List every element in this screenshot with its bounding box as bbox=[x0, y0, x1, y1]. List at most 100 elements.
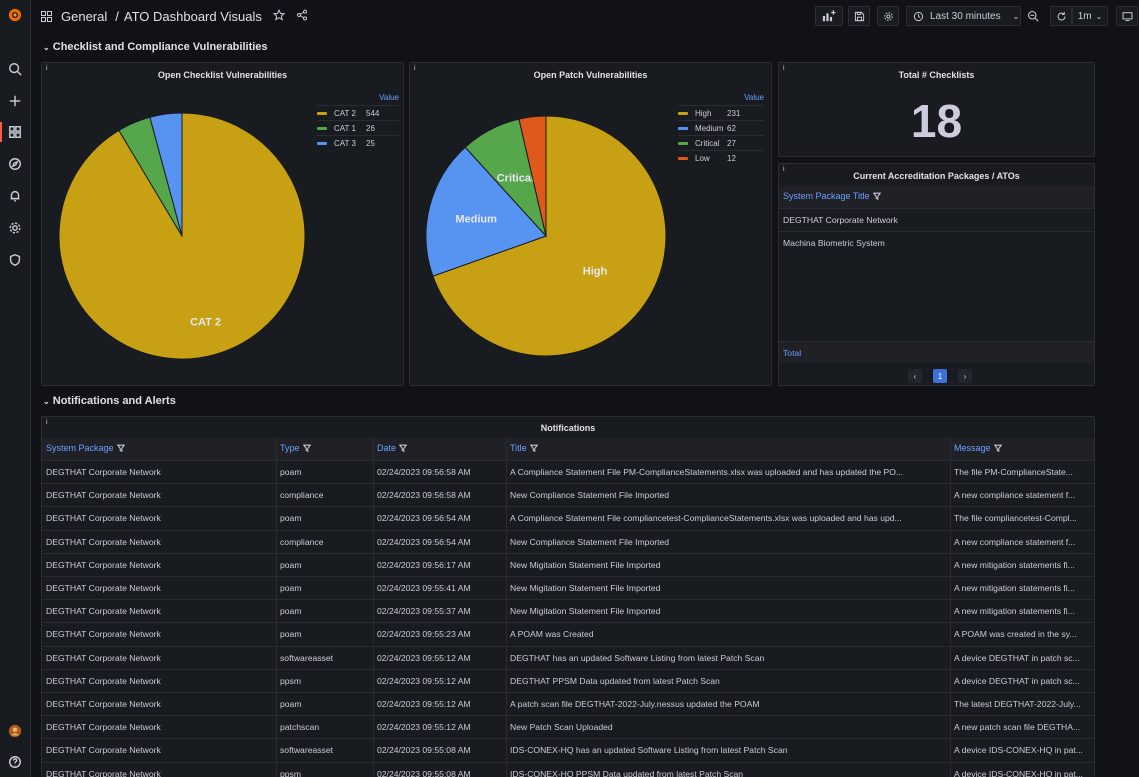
table-row[interactable]: DEGTHAT Corporate Network patchscan 02/24/… bbox=[42, 715, 1094, 739]
filter-icon[interactable] bbox=[302, 444, 311, 453]
table-row[interactable]: DEGTHAT Corporate Network poam 02/24/2023 … bbox=[42, 692, 1094, 715]
row-header-checklist[interactable]: ⌄ Checklist and Compliance Vulnerabiliti… bbox=[43, 41, 268, 53]
dashboard-title[interactable]: ATO Dashboard Visuals bbox=[123, 9, 262, 24]
breadcrumb-folder[interactable]: General bbox=[61, 9, 108, 24]
column-divider[interactable] bbox=[276, 438, 277, 460]
column-divider bbox=[506, 484, 507, 507]
shield-icon[interactable] bbox=[6, 251, 24, 269]
column-header-title[interactable]: Title bbox=[510, 443, 538, 453]
compass-icon[interactable] bbox=[6, 155, 24, 173]
panel-title[interactable]: Notifications bbox=[540, 423, 596, 433]
table-row[interactable]: DEGTHAT Corporate Network poam 02/24/2023 … bbox=[42, 576, 1094, 599]
zoom-out-button[interactable] bbox=[1023, 6, 1043, 26]
dashboards-icon[interactable] bbox=[6, 123, 24, 141]
table-row[interactable]: DEGTHAT Corporate Network poam 02/24/2023 … bbox=[42, 506, 1094, 530]
info-icon[interactable]: i bbox=[46, 65, 48, 72]
info-icon[interactable]: i bbox=[414, 65, 416, 72]
legend-item[interactable]: Low 12 bbox=[678, 150, 764, 165]
tv-mode-button[interactable] bbox=[1116, 6, 1138, 26]
legend-item[interactable]: CAT 2 544 bbox=[317, 105, 399, 120]
info-icon[interactable]: i bbox=[783, 166, 785, 173]
column-divider bbox=[276, 762, 277, 777]
table-row[interactable]: Machina Biometric System bbox=[779, 231, 1094, 254]
table-row[interactable]: DEGTHAT Corporate Network poam 02/24/2023 … bbox=[42, 622, 1094, 646]
table-row[interactable]: DEGTHAT Corporate Network poam 02/24/2023 … bbox=[42, 460, 1094, 483]
table-row[interactable]: DEGTHAT Corporate Network softwareasset 02… bbox=[42, 645, 1094, 669]
pagination-page-button[interactable]: 1 bbox=[933, 369, 947, 383]
info-icon[interactable]: i bbox=[783, 65, 785, 72]
column-divider[interactable] bbox=[950, 438, 951, 460]
pie-slice-label: Medium bbox=[455, 213, 497, 225]
pie-slice-cat-3[interactable] bbox=[149, 112, 183, 237]
table-row[interactable]: DEGTHAT Corporate Network ppsm 02/24/2023 … bbox=[42, 668, 1094, 692]
filter-icon[interactable] bbox=[872, 192, 881, 201]
grafana-logo-icon[interactable] bbox=[6, 6, 24, 24]
avatar[interactable] bbox=[6, 722, 24, 740]
legend-item[interactable]: Critical 27 bbox=[678, 135, 764, 150]
legend-value: 26 bbox=[366, 123, 375, 133]
table-row[interactable]: DEGTHAT Corporate Network ppsm 02/24/2023 … bbox=[42, 761, 1094, 777]
panel-title[interactable]: Current Accreditation Packages / ATOs bbox=[853, 171, 1020, 181]
pie-slice-medium[interactable] bbox=[425, 146, 547, 277]
star-icon[interactable] bbox=[272, 8, 286, 24]
column-divider[interactable] bbox=[373, 438, 374, 460]
table-cell: New Migitation Statement File Imported bbox=[510, 583, 661, 593]
table-cell: poam bbox=[280, 606, 302, 617]
save-dashboard-button[interactable] bbox=[848, 6, 870, 26]
pagination-next-button[interactable]: › bbox=[958, 369, 972, 383]
column-header-system-package[interactable]: System Package bbox=[46, 443, 125, 453]
legend-item[interactable]: Medium 62 bbox=[678, 120, 764, 135]
gear-icon[interactable] bbox=[6, 219, 24, 237]
column-divider bbox=[373, 739, 374, 762]
help-icon[interactable] bbox=[6, 753, 24, 771]
table-cell: A new patch scan file DEGTHA... bbox=[954, 722, 1081, 733]
table-row[interactable]: DEGTHAT Corporate Network poam 02/24/2023 … bbox=[42, 599, 1094, 623]
filter-icon[interactable] bbox=[116, 444, 125, 453]
column-divider[interactable] bbox=[506, 438, 507, 460]
info-icon[interactable]: i bbox=[46, 419, 48, 426]
dashboard-settings-button[interactable] bbox=[877, 6, 899, 26]
column-header-type[interactable]: Type bbox=[280, 443, 311, 453]
add-panel-button[interactable] bbox=[815, 6, 843, 26]
column-header-label: Type bbox=[280, 443, 300, 453]
column-header-system-package-title[interactable]: System Package Title bbox=[783, 191, 881, 201]
column-header-message[interactable]: Message bbox=[954, 443, 1002, 453]
panel-title[interactable]: Open Patch Vulnerabilities bbox=[533, 70, 648, 80]
pagination-prev-button[interactable]: ‹ bbox=[908, 369, 922, 383]
table-cell: poam bbox=[280, 467, 302, 477]
table-row[interactable]: DEGTHAT Corporate Network poam 02/24/2023 … bbox=[42, 552, 1094, 576]
chevron-down-icon: ⌄ bbox=[1095, 11, 1103, 21]
table-row[interactable]: DEGTHAT Corporate Network softwareasset 02… bbox=[42, 738, 1094, 762]
column-divider bbox=[506, 530, 507, 553]
filter-icon[interactable] bbox=[993, 444, 1002, 453]
row-header-notifications[interactable]: ⌄ Notifications and Alerts bbox=[43, 395, 176, 407]
legend-header: Value bbox=[744, 93, 764, 102]
refresh-button[interactable] bbox=[1050, 6, 1072, 26]
table-row[interactable]: DEGTHAT Corporate Network compliance 02/24… bbox=[42, 529, 1094, 553]
legend-item[interactable]: High 231 bbox=[678, 105, 764, 120]
time-range-picker[interactable]: Last 30 minutes ⌄ bbox=[906, 6, 1021, 26]
table-row[interactable]: DEGTHAT Corporate Network compliance 02/24… bbox=[42, 483, 1094, 507]
filter-icon[interactable] bbox=[398, 444, 408, 453]
legend-value: 62 bbox=[727, 123, 736, 133]
legend-item[interactable]: CAT 3 25 bbox=[317, 135, 399, 150]
search-icon[interactable] bbox=[6, 60, 24, 78]
column-divider bbox=[373, 646, 374, 669]
column-header-date[interactable]: Date bbox=[377, 443, 408, 453]
pie-slice-high[interactable] bbox=[432, 115, 667, 357]
column-header-label: Message bbox=[954, 443, 991, 453]
share-icon[interactable] bbox=[296, 9, 308, 24]
bell-icon[interactable] bbox=[6, 187, 24, 205]
legend-item[interactable]: CAT 1 26 bbox=[317, 120, 399, 135]
refresh-interval-picker[interactable]: 1m ⌄ bbox=[1072, 6, 1108, 26]
plus-icon[interactable] bbox=[6, 92, 24, 110]
filter-icon[interactable] bbox=[529, 444, 538, 453]
table-cell: A device DEGTHAT in patch sc... bbox=[954, 652, 1080, 663]
table-cell: The file PM-ComplianceState... bbox=[954, 467, 1073, 477]
panel-title[interactable]: Open Checklist Vulnerabilities bbox=[157, 70, 288, 80]
table-row[interactable]: DEGTHAT Corporate Network bbox=[779, 208, 1094, 231]
table-header: System Package Type Date Title Message bbox=[42, 438, 1094, 460]
row-title: Notifications and Alerts bbox=[52, 395, 176, 407]
panel-title[interactable]: Total # Checklists bbox=[898, 70, 975, 80]
pie-slice-low[interactable] bbox=[518, 115, 547, 237]
